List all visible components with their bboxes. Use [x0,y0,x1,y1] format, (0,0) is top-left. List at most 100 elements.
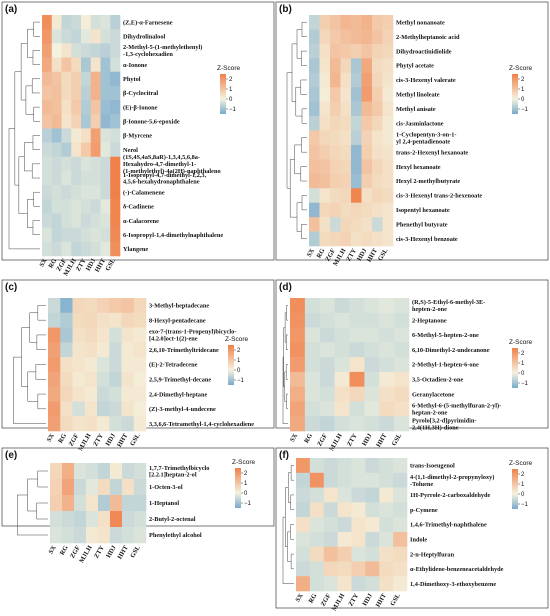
column-label: GSL [129,544,142,559]
heatmap-cell [309,72,320,88]
heatmap-cell [379,502,394,518]
row-label: Phytyl acetate [396,63,434,70]
heatmap-cell [337,458,352,474]
heatmap-cell [61,57,72,73]
heatmap-cell [110,527,123,544]
heatmap-cell [337,531,352,547]
heatmap-cell [51,57,62,73]
row-dendrogram-branch [32,135,40,150]
heatmap-cell [48,401,61,417]
heatmap-cell [84,312,98,328]
heatmap-cell [361,15,373,30]
heatmap-cell [372,87,383,102]
heatmap-cell [372,72,383,88]
legend-tick-label: −1 [244,501,252,507]
heatmap-cell [61,213,72,228]
row-label: 3,5-Octadien-2-one [412,376,463,383]
row-label: 2-n-Heptylfuran [410,551,455,558]
column-label: MJLH [77,433,92,453]
row-label: [4.2.0]oct-1(2)-ene [149,336,198,343]
row-dendrogram-branch [13,356,46,424]
heatmap-cell [90,15,101,30]
panel-label: (e) [5,450,17,461]
heatmap-cell [71,100,82,115]
heatmap-cell [109,298,122,314]
heatmap-cell [51,199,62,214]
heatmap-cell [364,298,380,314]
heatmap-cell [340,58,352,74]
heatmap-cell [349,371,365,387]
heatmap-cell [364,401,380,417]
row-label: (Z)-3-methyl-4-undecene [149,406,216,413]
heatmap-cell [372,144,383,160]
legend-tick-label: 1 [521,482,525,488]
heatmap-cell [330,159,341,175]
heatmap-cell [351,43,362,59]
column-label: HDJ [361,592,374,607]
row-label: (1-methylethyl)-4a(2H)-naphthaleno [123,168,221,175]
row-dendrogram-branch [290,494,294,510]
legend-tick-label: −1 [237,378,245,384]
heatmap-cell [309,130,320,146]
heatmap-cell [109,357,122,373]
column-label: SX [46,432,56,443]
row-label: 1-Cyclopentyn-3-on-1- [396,131,457,138]
row-label: Methyl nonanoate [396,19,445,26]
heatmap-cell [100,57,111,73]
column-label: GSL [391,432,404,447]
row-label: 1,4,6-Trimethyl-naphthalene [410,522,487,529]
heatmap-cell [351,546,366,562]
column-label: SX [38,257,48,268]
heatmap-cell [337,472,352,488]
heatmap-cell [364,312,380,328]
heatmap-cell [382,144,394,160]
heatmap-cell [323,576,338,592]
heatmap-cell [71,15,82,30]
heatmap-cell [351,231,362,247]
heatmap-cell [81,85,92,101]
heatmap-cell [60,371,73,387]
row-label: cis-3-Hexenyl valerate [396,77,456,84]
heatmap-cell [74,463,87,480]
heatmap-cell [351,72,362,88]
panel-label: (b) [279,4,292,15]
heatmap-cell [309,561,325,577]
heatmap-cell [319,188,331,203]
heatmap-cell [361,217,373,232]
heatmap-cell [61,199,72,214]
heatmap-cell [361,87,373,102]
heatmap-cell [109,312,122,328]
legend-colorbar [512,74,518,114]
legend-tick-label: −1 [521,107,529,113]
heatmap-cell [361,173,373,189]
heatmap-cell [61,85,72,101]
heatmap-cell [365,502,380,518]
heatmap-cell [121,401,135,417]
column-label: GSL [104,257,117,272]
row-dendrogram-branch [33,21,40,37]
heatmap-cell [334,401,350,417]
heatmap-cell [290,416,306,432]
heatmap-cell [379,561,394,577]
heatmap-cell [51,227,62,243]
heatmap-cell [379,458,394,474]
heatmap-cell [382,173,394,189]
heatmap-cell [382,231,394,247]
heatmap-cell [340,217,352,232]
row-label: 8-Hexyl-pentadecane [149,317,206,324]
legend-colorbar [235,468,241,508]
heatmap-cell [81,213,92,228]
row-label: 2,5,9-Trimethyl-decane [149,376,211,383]
row-label: 6-Methyl-5-hepten-2-one [412,332,479,339]
heatmap-cell [81,227,92,243]
heatmap-cell [51,114,62,129]
heatmap-cell [61,114,72,129]
row-label: cis-3-Hexenyl trans-2-hexenoate [396,193,482,200]
heatmap-cell [290,357,306,373]
heatmap-cell [382,15,394,30]
heatmap-cell [382,188,394,203]
heatmap-cell [90,43,101,58]
legend-tick-label: 1 [237,358,241,364]
heatmap-cell [100,185,111,200]
heatmap-cell [361,43,373,59]
